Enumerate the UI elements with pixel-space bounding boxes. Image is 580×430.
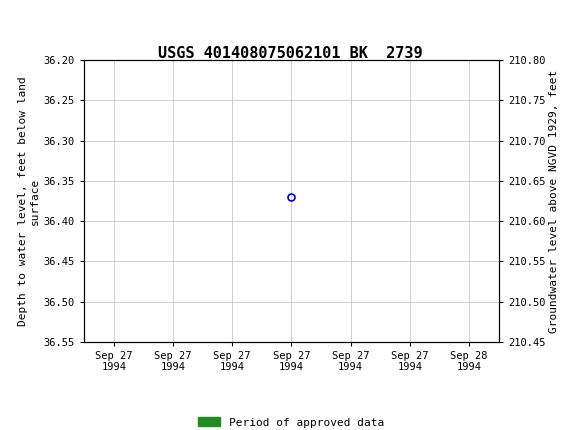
Y-axis label: Groundwater level above NGVD 1929, feet: Groundwater level above NGVD 1929, feet (549, 69, 560, 333)
Y-axis label: Depth to water level, feet below land
surface: Depth to water level, feet below land su… (18, 76, 39, 326)
Text: ≡USGS: ≡USGS (3, 10, 57, 28)
Text: USGS 401408075062101 BK  2739: USGS 401408075062101 BK 2739 (158, 46, 422, 61)
Legend: Period of approved data: Period of approved data (194, 413, 389, 430)
